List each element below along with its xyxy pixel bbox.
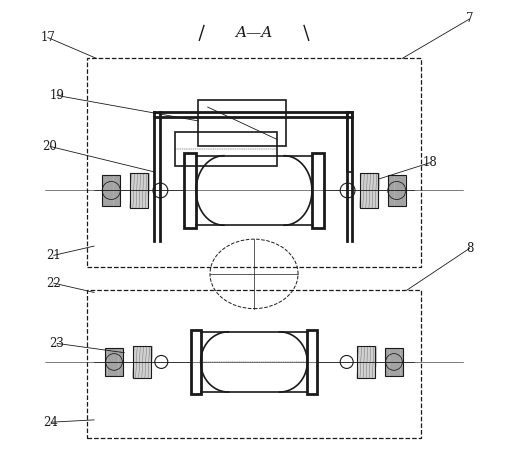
Bar [312, 153, 324, 227]
Text: 8: 8 [466, 242, 473, 255]
Bar [388, 175, 405, 205]
Bar [103, 175, 120, 205]
Text: 18: 18 [423, 156, 437, 169]
Bar [190, 330, 201, 394]
Text: A—A: A—A [235, 26, 273, 40]
Bar [307, 330, 318, 394]
Bar [133, 346, 151, 378]
Text: 24: 24 [44, 416, 58, 429]
Bar [175, 132, 277, 166]
Bar [346, 112, 352, 172]
Bar [199, 100, 287, 146]
Text: 19: 19 [50, 89, 65, 102]
Bar [385, 348, 403, 376]
Bar [130, 173, 148, 208]
Text: 20: 20 [43, 140, 57, 153]
Text: 21: 21 [46, 249, 61, 262]
Bar [357, 346, 375, 378]
Text: 17: 17 [40, 31, 55, 44]
Bar [360, 173, 378, 208]
Text: 23: 23 [50, 337, 65, 350]
Bar [105, 348, 123, 376]
Text: 22: 22 [46, 277, 61, 290]
Text: 7: 7 [466, 13, 473, 25]
Bar [184, 153, 196, 227]
